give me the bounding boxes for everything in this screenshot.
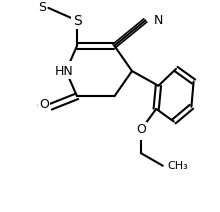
Text: N: N	[154, 14, 163, 27]
Text: O: O	[136, 126, 146, 139]
Text: O: O	[36, 100, 46, 113]
Text: HN: HN	[54, 64, 73, 78]
Text: O: O	[136, 123, 146, 137]
Text: HN: HN	[54, 62, 73, 75]
Text: S: S	[38, 1, 46, 14]
Text: O: O	[39, 98, 49, 111]
Text: S: S	[73, 14, 81, 28]
Text: N: N	[154, 14, 163, 27]
Text: S: S	[73, 14, 81, 28]
Text: CH₃: CH₃	[167, 161, 188, 171]
